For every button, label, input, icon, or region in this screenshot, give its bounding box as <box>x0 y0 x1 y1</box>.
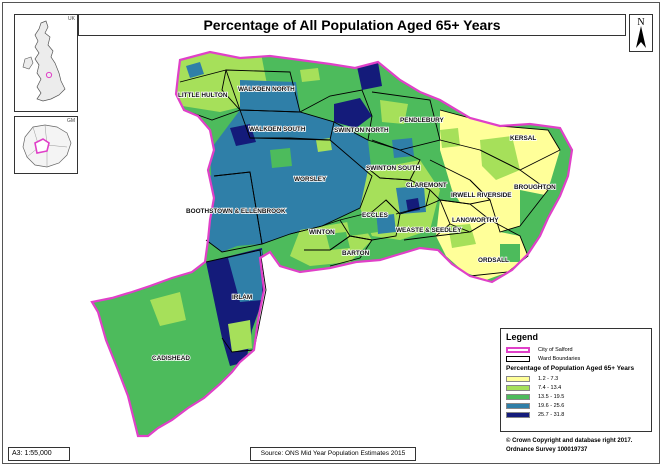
city-boundary-swatch <box>506 346 530 353</box>
north-arrow: N <box>629 14 653 52</box>
legend-item-city-boundary: City of Salford <box>506 345 646 354</box>
ward-boundary-swatch <box>506 355 530 362</box>
legend-class-2: 7.4 - 13.4 <box>506 383 646 392</box>
ward-label-worsley: WORSLEY <box>294 176 327 183</box>
legend-class-label: 1.2 - 7.3 <box>538 375 559 382</box>
legend-title: Legend <box>506 332 539 342</box>
legend-class-label: 19.6 - 25.6 <box>538 402 565 409</box>
uk-inset-map: UK <box>14 14 78 112</box>
class-swatch <box>506 384 530 391</box>
ward-label-barton: BARTON <box>342 250 370 257</box>
map-title: Percentage of All Population Aged 65+ Ye… <box>78 14 626 36</box>
copyright-notice: © Crown Copyright and database right 201… <box>506 437 658 455</box>
city-boundary <box>90 50 574 438</box>
ward-label-winton: WINTON <box>309 229 335 236</box>
class-swatch <box>506 402 530 409</box>
scale-label: A3: 1:55,000 <box>8 447 70 461</box>
legend-class-label: 7.4 - 13.4 <box>538 384 562 391</box>
copyright-line-1: © Crown Copyright and database right 201… <box>506 438 633 444</box>
map-legend: Legend City of Salford Ward Boundaries P… <box>500 328 652 432</box>
ward-label-swinton-north: SWINTON NORTH <box>334 127 389 134</box>
legend-classes-title: Percentage of Population Aged 65+ Years <box>506 365 635 372</box>
ward-label-irlam: IRLAM <box>232 294 252 301</box>
uk-outline-icon <box>22 20 66 102</box>
greater-manchester-inset-map: GM <box>14 116 78 174</box>
copyright-line-2: Ordnance Survey 100019737 <box>506 447 588 453</box>
legend-class-label: 25.7 - 31.8 <box>538 411 565 418</box>
legend-item-ward-boundaries: Ward Boundaries <box>506 354 646 363</box>
ward-label-irwell-riverside: IRWELL RIVERSIDE <box>451 192 512 199</box>
ward-label-ordsall: ORDSALL <box>478 257 509 264</box>
legend-class-4: 19.6 - 25.6 <box>506 401 646 410</box>
ward-label-claremont: CLAREMONT <box>406 182 447 189</box>
legend-class-3: 13.5 - 19.5 <box>506 392 646 401</box>
ward-label-pendlebury: PENDLEBURY <box>400 117 445 124</box>
ward-label-cadishead: CADISHEAD <box>152 355 190 362</box>
ward-label-walkden-south: WALKDEN SOUTH <box>249 126 306 133</box>
ward-label-langworthy: LANGWORTHY <box>452 217 499 224</box>
legend-item-label: Ward Boundaries <box>538 355 581 362</box>
legend-item-label: City of Salford <box>538 346 573 353</box>
ward-label-weaste-seedley: WEASTE & SEEDLEY <box>396 227 462 234</box>
uk-inset-label: UK <box>68 16 75 22</box>
legend-class-label: 13.5 - 19.5 <box>538 393 565 400</box>
ward-label-boothstown-ellenbrook: BOOTHSTOWN & ELLENBROOK <box>186 208 286 215</box>
legend-class-1: 1.2 - 7.3 <box>506 374 646 383</box>
gm-outline-icon <box>22 124 72 168</box>
north-label: N <box>637 17 644 28</box>
class-swatch <box>506 393 530 400</box>
north-arrow-icon: N <box>636 17 646 48</box>
ward-label-swinton-south: SWINTON SOUTH <box>366 165 421 172</box>
ward-label-kersal: KERSAL <box>510 135 536 142</box>
class-swatch <box>506 375 530 382</box>
ward-label-broughton: BROUGHTON <box>514 184 556 191</box>
source-label: Source: ONS Mid Year Population Estimate… <box>250 447 416 461</box>
class-swatch <box>506 411 530 418</box>
legend-class-5: 25.7 - 31.8 <box>506 410 646 419</box>
ward-label-walkden-north: WALKDEN NORTH <box>238 86 295 93</box>
ward-label-little-hulton: LITTLE HULTON <box>178 92 228 99</box>
gm-inset-label: GM <box>66 118 75 124</box>
ward-label-eccles: ECCLES <box>362 212 389 219</box>
map-frame <box>2 2 660 464</box>
